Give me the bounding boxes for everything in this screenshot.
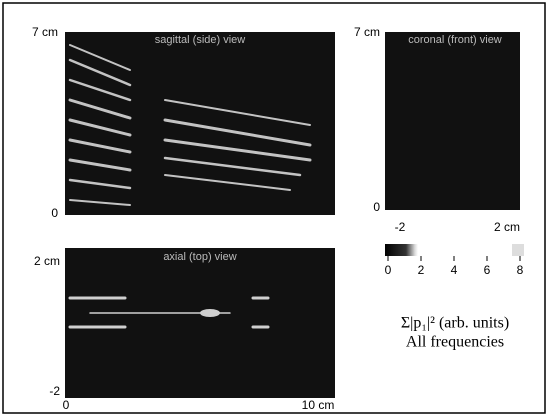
colorbar xyxy=(385,244,445,256)
colorbar-tick-label: 0 xyxy=(385,263,392,277)
axial-intensity xyxy=(68,296,270,329)
axis-label: 0 xyxy=(51,206,58,220)
colorbar-end xyxy=(512,244,524,256)
panel-title: coronal (front) view xyxy=(408,34,502,46)
frame xyxy=(2,2,546,414)
axial-panel xyxy=(65,248,335,398)
colorbar-tick-label: 2 xyxy=(418,263,425,277)
colorbar-tick-label: 4 xyxy=(451,263,458,277)
colorbar-label: Σ|p₁|² (arb. units) xyxy=(401,315,509,332)
caption: All frequencies xyxy=(406,334,504,351)
colorbar-tick-label: 8 xyxy=(517,263,524,277)
axis-label: 2 cm xyxy=(494,220,520,234)
axis-label: -2 xyxy=(395,220,406,234)
axis-label: 0 xyxy=(373,200,380,214)
colorbar-ticks: 0 2 4 6 8 xyxy=(385,256,524,277)
colorbar-tick-label: 6 xyxy=(484,263,491,277)
axis-label: 7 cm xyxy=(32,25,58,39)
axis-label: 2 cm xyxy=(34,254,60,268)
panel-title: sagittal (side) view xyxy=(155,34,246,46)
axis-label: 0 xyxy=(63,398,70,412)
sagittal-intensity xyxy=(68,44,312,206)
axis-label: -2 xyxy=(49,384,60,398)
axis-label: 10 cm xyxy=(302,398,335,412)
coronal-panel xyxy=(385,32,520,210)
panel-title: axial (top) view xyxy=(163,251,236,263)
axis-label: 7 cm xyxy=(354,25,380,39)
